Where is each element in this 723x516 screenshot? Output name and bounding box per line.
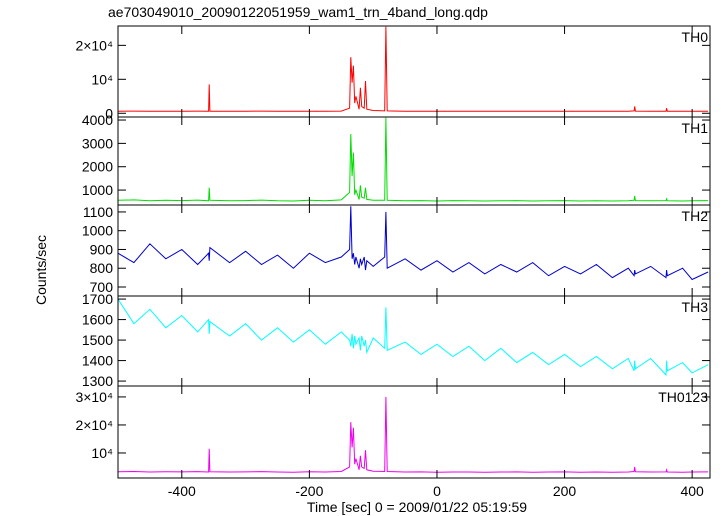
panel-frame <box>117 116 711 206</box>
y-tick-label: 3000 <box>82 135 113 151</box>
data-line <box>118 206 709 281</box>
data-line <box>118 117 709 202</box>
y-tick-label: 1700 <box>82 291 113 307</box>
data-line <box>118 396 709 473</box>
panel-frame <box>117 204 711 297</box>
y-tick-label: 1100 <box>83 204 113 220</box>
y-tick-label: 800 <box>90 260 114 276</box>
x-axis-label: Time [sec] 0 = 2009/01/22 05:19:59 <box>307 499 527 515</box>
y-tick-label: 1500 <box>82 332 113 348</box>
y-tick-label: 700 <box>90 279 114 295</box>
y-tick-label: 1600 <box>82 312 113 328</box>
panel-label: TH3 <box>682 299 709 315</box>
x-tick-label: 400 <box>680 483 704 499</box>
panel-frame <box>117 385 711 479</box>
y-tick-label: 1000 <box>82 223 113 239</box>
y-tick-label: 1000 <box>82 182 113 198</box>
y-tick-label: 1400 <box>82 353 113 369</box>
y-tick-label: 3×10⁴ <box>75 389 113 405</box>
y-tick-label: 10⁴ <box>91 71 113 87</box>
y-axis-label: Counts/sec <box>33 235 49 305</box>
panel-label: TH2 <box>682 208 709 224</box>
y-tick-label: 10⁴ <box>91 445 113 461</box>
data-line <box>118 26 709 112</box>
y-tick-label: 900 <box>90 241 114 257</box>
y-tick-label: 2×10⁴ <box>75 417 113 433</box>
y-tick-label: 1300 <box>82 373 113 389</box>
panel-frame <box>117 25 711 118</box>
panel-label: TH0 <box>682 29 709 45</box>
chart-title: ae703049010_20090122051959_wam1_trn_4ban… <box>108 4 488 20</box>
y-tick-label: 2000 <box>82 159 113 175</box>
x-tick-label: 0 <box>433 483 441 499</box>
y-tick-label: 2×10⁴ <box>75 37 113 53</box>
data-line <box>118 298 709 377</box>
x-tick-label: -400 <box>168 483 196 499</box>
y-tick-label: 0 <box>105 105 113 121</box>
y-tick-label: 4000 <box>82 112 113 128</box>
x-tick-label: 200 <box>553 483 577 499</box>
panel-label: TH0123 <box>658 389 708 405</box>
panel-label: TH1 <box>682 120 709 136</box>
x-tick-label: -200 <box>295 483 323 499</box>
panel-frame <box>117 295 711 387</box>
